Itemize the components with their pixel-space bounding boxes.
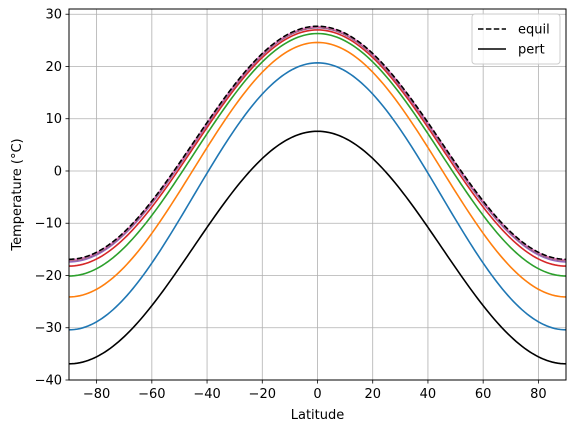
x-axis-ticks: −80 −60 −40 −20 0 20 40 60 80 bbox=[83, 380, 547, 402]
series-line-4 bbox=[68, 29, 567, 267]
x-tick-label: 20 bbox=[364, 387, 381, 402]
x-tick-label: 60 bbox=[475, 387, 492, 402]
x-tick-label: 40 bbox=[420, 387, 437, 402]
y-tick-label: −30 bbox=[35, 321, 62, 336]
series-line-1 bbox=[68, 62, 567, 331]
x-tick-label: −80 bbox=[83, 387, 110, 402]
legend-label-equil: equil bbox=[518, 23, 550, 38]
series-lines bbox=[68, 25, 567, 365]
grid bbox=[69, 9, 566, 381]
y-axis-label: Temperature (°C) bbox=[10, 138, 25, 251]
x-tick-label: −60 bbox=[138, 387, 165, 402]
x-axis-label: Latitude bbox=[291, 408, 345, 423]
x-tick-label: −40 bbox=[193, 387, 220, 402]
y-tick-label: −40 bbox=[35, 374, 62, 389]
y-tick-label: −20 bbox=[35, 269, 62, 284]
series-line-3 bbox=[68, 32, 567, 277]
x-tick-label: 0 bbox=[313, 387, 321, 402]
y-tick-label: 10 bbox=[45, 112, 62, 127]
x-tick-label: −20 bbox=[249, 387, 276, 402]
series-line-pert bbox=[68, 130, 567, 365]
legend-label-pert: pert bbox=[518, 43, 545, 58]
y-tick-label: −10 bbox=[35, 217, 62, 232]
series-line-equil bbox=[68, 25, 567, 261]
series-line-2 bbox=[68, 41, 567, 298]
legend-box bbox=[471, 13, 561, 65]
legend: equil pert bbox=[471, 13, 561, 65]
y-tick-label: 30 bbox=[45, 8, 62, 23]
y-tick-label: 0 bbox=[54, 164, 62, 179]
x-tick-label: 80 bbox=[530, 387, 547, 402]
y-axis-ticks: −40 −30 −20 −10 0 10 20 30 bbox=[35, 8, 69, 389]
y-tick-label: 20 bbox=[45, 60, 62, 75]
